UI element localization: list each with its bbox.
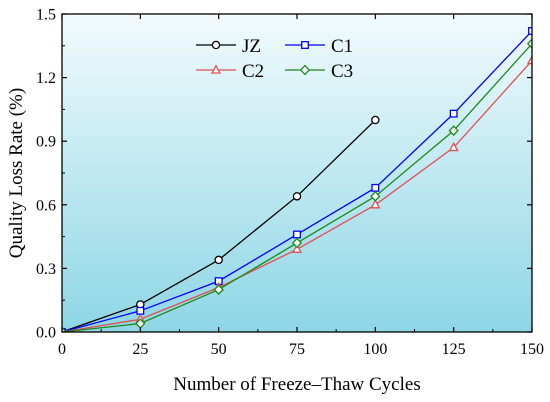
legend-item: C2: [196, 61, 264, 82]
data-point: [292, 192, 302, 201]
series-jz: [62, 115, 380, 332]
y-tick-label: 0.0: [36, 325, 56, 342]
legend-label: C1: [331, 36, 353, 57]
data-point: [371, 183, 380, 192]
data-point: [371, 115, 380, 125]
y-tick-label: 0.9: [36, 134, 56, 151]
data-point: [449, 109, 458, 118]
data-point: [528, 27, 532, 35]
data-point: [291, 243, 303, 253]
x-tick-label: 0: [58, 341, 66, 358]
x-axis-label: Number of Freeze–Thaw Cycles: [173, 374, 420, 395]
y-tick-label: 0.3: [36, 261, 56, 278]
data-point: [526, 38, 532, 50]
data-point: [448, 141, 459, 152]
x-tick-label: 125: [442, 341, 466, 358]
data-point: [448, 125, 459, 136]
x-tick-label: 75: [289, 341, 305, 358]
plot-background: [62, 14, 532, 332]
data-point: [370, 190, 381, 202]
data-point: [370, 199, 381, 209]
y-tick-label: 0.6: [36, 197, 56, 214]
x-tick-label: 150: [520, 341, 544, 358]
data-point: [214, 255, 223, 265]
legend-marker: [299, 64, 311, 76]
legend: JZ C1 C2 C3: [196, 36, 353, 82]
y-tick-label: 1.2: [36, 70, 56, 87]
legend-item: C3: [285, 61, 353, 82]
x-tick-label: 50: [211, 341, 227, 358]
legend-label: C2: [242, 61, 264, 82]
data-point: [293, 230, 301, 239]
data-point: [136, 306, 145, 315]
y-axis-label: Quality Loss Rate (%): [6, 88, 27, 258]
data-point: [291, 237, 303, 249]
y-tick-label: 1.5: [36, 7, 56, 24]
legend-marker: [301, 41, 309, 49]
legend-marker: [210, 64, 222, 74]
x-tick-label: 100: [363, 341, 387, 358]
data-point: [213, 284, 224, 295]
legend-label: JZ: [242, 36, 261, 57]
legend-item: JZ: [196, 36, 261, 57]
legend-label: C3: [331, 61, 353, 82]
data-point: [62, 326, 68, 332]
legend-item: C1: [285, 36, 353, 57]
legend-marker: [211, 40, 221, 50]
data-point: [526, 54, 532, 65]
x-tick-label: 25: [132, 341, 148, 358]
series-c3: [62, 38, 532, 332]
